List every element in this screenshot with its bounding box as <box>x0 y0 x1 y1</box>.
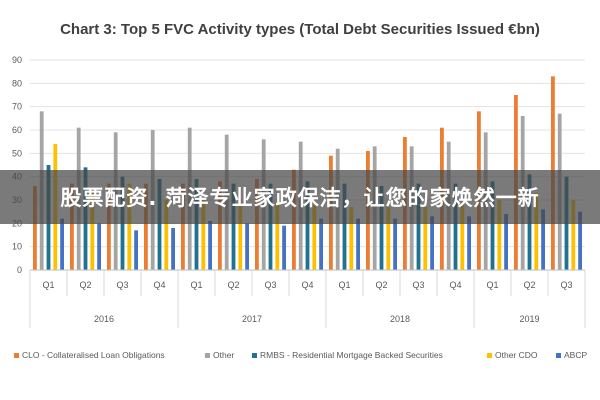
bar <box>312 204 317 270</box>
legend-label: CLO - Collateralised Loan Obligations <box>22 350 165 360</box>
x-tick-label: Q1 <box>42 280 54 290</box>
bar <box>571 200 576 270</box>
bar <box>349 207 354 270</box>
bar <box>534 193 539 270</box>
x-tick-label: Q4 <box>153 280 165 290</box>
y-tick-label: 70 <box>12 102 22 112</box>
legend-label: Other CDO <box>495 350 538 360</box>
bar <box>70 183 74 270</box>
bar <box>60 218 64 270</box>
bar <box>497 200 502 270</box>
bar <box>90 188 95 270</box>
bar <box>490 181 495 270</box>
bar <box>467 216 471 270</box>
bar <box>97 223 101 270</box>
x-group-label: 2019 <box>519 314 539 324</box>
legend: CLO - Collateralised Loan Obligations Oth… <box>14 350 587 360</box>
x-tick-label: Q1 <box>338 280 350 290</box>
bar <box>181 183 185 270</box>
x-tick-label: Q1 <box>190 280 202 290</box>
bar <box>342 183 347 270</box>
bar <box>208 221 212 270</box>
legend-label: ABCP <box>564 350 587 360</box>
y-tick-label: 80 <box>12 78 22 88</box>
bar <box>423 207 428 270</box>
x-tick-label: Q3 <box>116 280 128 290</box>
bar <box>379 186 384 270</box>
x-tick-label: Q2 <box>227 280 239 290</box>
x-tick-label: Q2 <box>523 280 535 290</box>
legend-swatch <box>14 353 19 358</box>
chart-title: Chart 3: Top 5 FVC Activity types (Total… <box>60 21 540 38</box>
bar <box>453 183 458 270</box>
bar <box>238 202 243 270</box>
bar <box>319 218 323 270</box>
bar <box>541 209 545 270</box>
x-tick-label: Q3 <box>264 280 276 290</box>
y-tick-label: 0 <box>17 265 22 275</box>
bar <box>194 179 199 270</box>
legend-label: RMBS - Residential Mortgage Backed Secur… <box>260 350 443 360</box>
x-tick-label: Q2 <box>79 280 91 290</box>
bar <box>231 183 236 270</box>
bar <box>255 179 259 270</box>
bar <box>144 183 148 270</box>
x-group-label: 2018 <box>390 314 410 324</box>
bar <box>275 202 280 270</box>
overlay-text: 股票配资. 菏泽专业家政保洁，让您的家焕然一新 <box>60 186 540 210</box>
bar <box>305 181 310 270</box>
bar <box>245 223 249 270</box>
y-tick-label: 10 <box>12 242 22 252</box>
x-tick-label: Q1 <box>486 280 498 290</box>
bar <box>460 204 465 270</box>
bar <box>416 183 421 270</box>
x-tick-label: Q4 <box>301 280 313 290</box>
bar <box>107 183 111 270</box>
bar <box>356 218 360 270</box>
legend-swatch <box>205 353 210 358</box>
overlay-banner: 股票配资. 菏泽专业家政保洁，让您的家焕然一新 <box>0 170 600 224</box>
y-axis: 0102030405060708090 <box>12 55 22 275</box>
bar <box>430 216 434 270</box>
bar <box>504 214 508 270</box>
bar <box>134 230 138 270</box>
bar <box>578 211 582 270</box>
bar <box>386 207 391 270</box>
legend-swatch <box>487 353 492 358</box>
bar <box>201 200 206 270</box>
y-tick-label: 50 <box>12 148 22 158</box>
x-tick-label: Q3 <box>560 280 572 290</box>
bar <box>157 179 162 270</box>
bar <box>33 186 37 270</box>
bar <box>218 181 222 270</box>
legend-swatch <box>252 353 257 358</box>
legend-swatch <box>556 353 561 358</box>
bar <box>164 200 169 270</box>
x-tick-label: Q2 <box>375 280 387 290</box>
legend-label: Other <box>213 350 234 360</box>
bar <box>268 183 273 270</box>
bar <box>127 183 132 270</box>
x-tick-label: Q4 <box>449 280 461 290</box>
bar <box>171 228 175 270</box>
bar <box>393 218 397 270</box>
bar <box>282 225 286 270</box>
x-group-label: 2017 <box>242 314 262 324</box>
y-tick-label: 60 <box>12 125 22 135</box>
x-axis: Q1 Q2 Q3 Q4 Q1 Q2 Q3 Q4 Q1 Q2 Q3 Q4 Q1 Q2 Q3 2016 2017 20… <box>29 269 586 328</box>
x-group-label: 2016 <box>94 314 114 324</box>
y-tick-label: 90 <box>12 55 22 65</box>
x-tick-label: Q3 <box>412 280 424 290</box>
